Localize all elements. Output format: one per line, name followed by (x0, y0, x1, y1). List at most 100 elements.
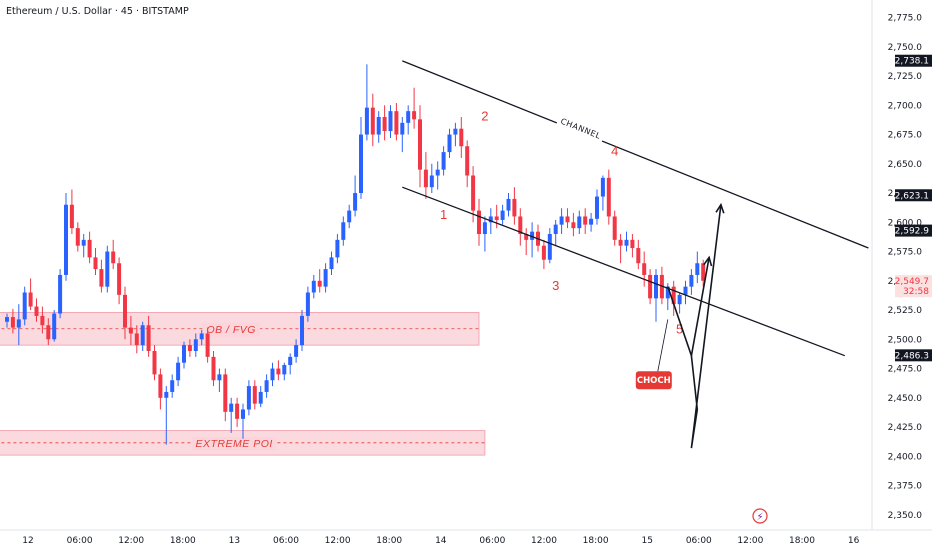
candle-body (241, 409, 245, 419)
candle-body (164, 391, 169, 398)
candle-body (69, 204, 74, 229)
candle-body (187, 345, 192, 351)
candle-body (364, 107, 369, 135)
price-badge-label: 2,738.1 (895, 57, 929, 67)
candle-body (64, 204, 68, 275)
candle-body (10, 317, 15, 328)
candle-body (600, 177, 605, 197)
candle-body (5, 317, 9, 322)
price-tick-label: 2,475.0 (888, 365, 923, 375)
candle-body (229, 403, 234, 412)
candle-body (128, 327, 133, 334)
price-tick-label: 2,600.0 (888, 218, 923, 228)
price-tick-label: 2,525.0 (888, 306, 923, 316)
candle-body (217, 374, 222, 381)
price-tick-label: 2,700.0 (888, 101, 923, 111)
candle-body (459, 128, 464, 147)
time-tick-label: 18:00 (376, 536, 402, 546)
price-axis: 2,350.0 2,375.0 2,400.0 2,425.0 2,450.0 2,475… (0, 0, 932, 531)
price-badge-label: 2,486.3 (895, 351, 929, 361)
candle-body (494, 216, 499, 220)
choch-pointer (657, 319, 669, 372)
candle-body (288, 356, 293, 366)
candle-body (636, 248, 641, 264)
price-tick-label: 2,350.0 (888, 511, 923, 521)
candle-body (541, 245, 546, 260)
candle-body (211, 356, 216, 381)
channel-upper-line (402, 60, 869, 249)
price-tick-label: 2,375.0 (888, 482, 923, 492)
price-tick-label: 2,750.0 (888, 43, 923, 53)
candle-body (553, 224, 558, 234)
candle-body (270, 368, 275, 381)
candle-body (394, 111, 399, 135)
choch-badge (635, 371, 672, 390)
candle-body (317, 280, 322, 287)
candle-body (606, 177, 611, 217)
candle-body (87, 239, 92, 258)
lightning-icon-glyph: ⚡ (756, 512, 763, 523)
candle-body (465, 146, 470, 176)
candle-body (648, 274, 653, 299)
channel-label: CHANNEL (559, 117, 602, 141)
candle-body (518, 216, 523, 234)
candle-body (305, 292, 310, 316)
candle-body (58, 274, 63, 314)
time-tick-label: 18:00 (170, 536, 196, 546)
candle-body (323, 269, 328, 287)
candle-body (235, 403, 240, 419)
candle-body (152, 350, 157, 375)
time-tick-label: 12:00 (325, 536, 351, 546)
candle-body (258, 391, 263, 404)
candle-body (52, 313, 57, 340)
time-tick-label: 13 (229, 536, 240, 546)
candle-body (701, 263, 706, 281)
candle-body (630, 239, 635, 249)
projection-arrowhead (703, 255, 713, 267)
zone-label: OB / FVG (206, 324, 256, 336)
candle-body (111, 251, 116, 264)
candle-body (488, 216, 493, 223)
candle-body (294, 345, 299, 357)
projection-leg (690, 355, 699, 410)
candle-body (276, 368, 281, 375)
candle-body (347, 210, 352, 223)
candle-body (382, 116, 387, 132)
price-tick-label: 2,400.0 (888, 452, 923, 462)
candle-body (589, 218, 594, 225)
candle-body (264, 380, 269, 392)
candle-body (370, 107, 375, 135)
candle-body (441, 152, 446, 170)
candle-body (500, 210, 505, 220)
candle-body (571, 222, 576, 229)
candle-body (252, 386, 257, 404)
candle-body (524, 233, 529, 240)
candle-body (46, 325, 51, 340)
candle-body (612, 216, 617, 240)
candle-body (689, 274, 694, 287)
candle-body (423, 169, 428, 188)
projection-arrowhead (715, 202, 725, 214)
price-tick-label: 2,675.0 (888, 131, 923, 141)
candle-body (22, 292, 27, 320)
price-badge (895, 224, 932, 237)
candle-body (530, 231, 535, 240)
candle-body (117, 263, 122, 295)
wave-label: 5 (676, 321, 683, 336)
candle-body (123, 294, 127, 328)
candle-body (482, 222, 487, 234)
projection-path-long (690, 204, 722, 449)
zone-label: EXTREME POI (196, 438, 273, 450)
price-badges: 2,738.1 2,623.1 2,592.9 2,549.732:58 2,486.3 (895, 54, 932, 362)
choch-label: CHOCH (637, 376, 671, 386)
zone-label-bg (191, 436, 277, 451)
candle-body (146, 325, 151, 351)
candle-body (665, 286, 670, 299)
candle-body (471, 175, 476, 211)
time-tick-label: 06:00 (273, 536, 299, 546)
price-tick-label: 2,650.0 (888, 160, 923, 170)
candle-body (40, 315, 45, 326)
time-axis: 12 06:00 12:00 18:00 13 06:00 12:00 18:00 14 06:0… (22, 536, 859, 546)
candle-body (406, 111, 411, 123)
